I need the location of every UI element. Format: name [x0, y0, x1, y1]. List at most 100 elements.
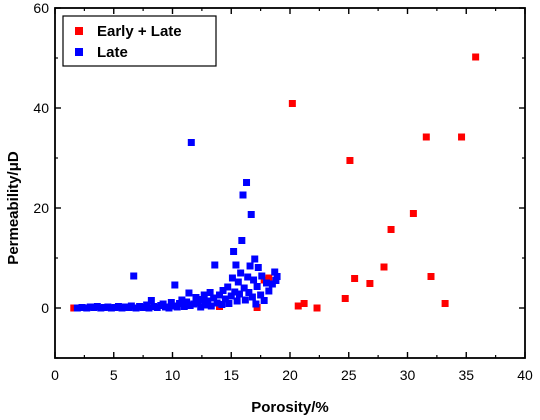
data-point [194, 299, 202, 307]
data-point [132, 304, 140, 312]
legend-box [62, 15, 217, 67]
data-point [90, 304, 98, 311]
data-point [127, 302, 135, 310]
data-point [78, 304, 86, 311]
data-point [206, 289, 214, 296]
data-point [107, 304, 115, 312]
data-point [210, 294, 218, 302]
data-point [219, 287, 227, 294]
data-point [185, 289, 193, 297]
data-point [351, 275, 359, 282]
data-point [139, 304, 147, 311]
data-point [97, 304, 105, 312]
x-tick-label: 0 [51, 367, 59, 383]
x-tick-label: 25 [341, 367, 357, 383]
data-point [313, 304, 321, 312]
y-tick-label: 0 [41, 300, 49, 316]
data-point [216, 291, 223, 299]
data-point [183, 298, 191, 306]
data-point [235, 290, 243, 298]
y-tick-label: 60 [33, 0, 49, 16]
legend: Early + Late Late [62, 15, 217, 67]
data-point [180, 303, 188, 310]
x-tick-label: 15 [223, 367, 239, 383]
data-point [147, 297, 155, 304]
data-point [171, 281, 179, 289]
data-point [150, 303, 158, 310]
data-point [427, 273, 435, 280]
data-point [118, 304, 126, 312]
data-point [458, 133, 466, 141]
legend-label: Early + Late [97, 23, 182, 40]
data-point [170, 302, 178, 310]
y-tick-label: 20 [33, 200, 49, 216]
data-point [192, 294, 200, 301]
data-point [387, 226, 395, 233]
data-point [441, 300, 449, 307]
data-point [190, 300, 198, 308]
data-point [251, 255, 259, 263]
x-tick-label: 35 [458, 367, 474, 383]
data-point [73, 304, 81, 312]
data-point [238, 237, 246, 244]
data-point [341, 295, 349, 302]
data-point [161, 303, 169, 311]
data-point [122, 303, 129, 311]
data-point [221, 295, 229, 303]
data-point [225, 300, 233, 307]
data-point [224, 283, 232, 291]
data-point [422, 133, 430, 141]
data-point [178, 296, 186, 304]
x-tick-label: 40 [517, 367, 533, 383]
data-point [472, 53, 480, 61]
data-point [260, 297, 268, 304]
data-point [207, 302, 215, 310]
legend-marker [75, 48, 83, 56]
y-axis-title: Permeability/μD [5, 151, 22, 265]
data-point [233, 297, 241, 305]
data-point [240, 284, 248, 292]
data-point [253, 283, 261, 290]
data-point [200, 291, 208, 299]
data-point [100, 304, 108, 311]
data-point [93, 303, 101, 310]
series-1 [73, 139, 281, 312]
data-point [201, 301, 209, 309]
data-point [230, 248, 238, 255]
data-point [257, 291, 265, 299]
data-point [244, 273, 252, 281]
data-point [288, 100, 296, 107]
data-point [234, 278, 242, 286]
data-point [145, 304, 153, 312]
data-point [248, 293, 256, 301]
data-point [239, 191, 247, 199]
data-point [104, 303, 112, 311]
data-point [241, 296, 249, 304]
data-point [187, 139, 195, 146]
x-tick-label: 10 [165, 367, 181, 383]
data-point [263, 279, 270, 287]
data-point [271, 268, 279, 276]
data-point [246, 262, 254, 270]
data-point [204, 297, 212, 305]
data-point [186, 302, 194, 309]
data-point [265, 274, 273, 282]
data-point [273, 273, 281, 280]
axes: 0 5 10 15 20 25 30 35 40 0 20 40 60 [33, 0, 533, 383]
data-point [250, 276, 258, 284]
data-point [218, 301, 226, 308]
x-tick-label: 5 [110, 367, 118, 383]
data-point [254, 264, 262, 271]
data-point [237, 269, 245, 277]
data-point [211, 261, 219, 269]
data-point [409, 210, 417, 217]
data-point [243, 179, 251, 186]
data-point [165, 304, 173, 312]
x-tick-label: 20 [282, 367, 298, 383]
data-point [228, 274, 236, 282]
legend-marker [75, 27, 83, 35]
data-point [258, 272, 266, 280]
data-point [111, 304, 119, 311]
data-point [198, 296, 206, 303]
